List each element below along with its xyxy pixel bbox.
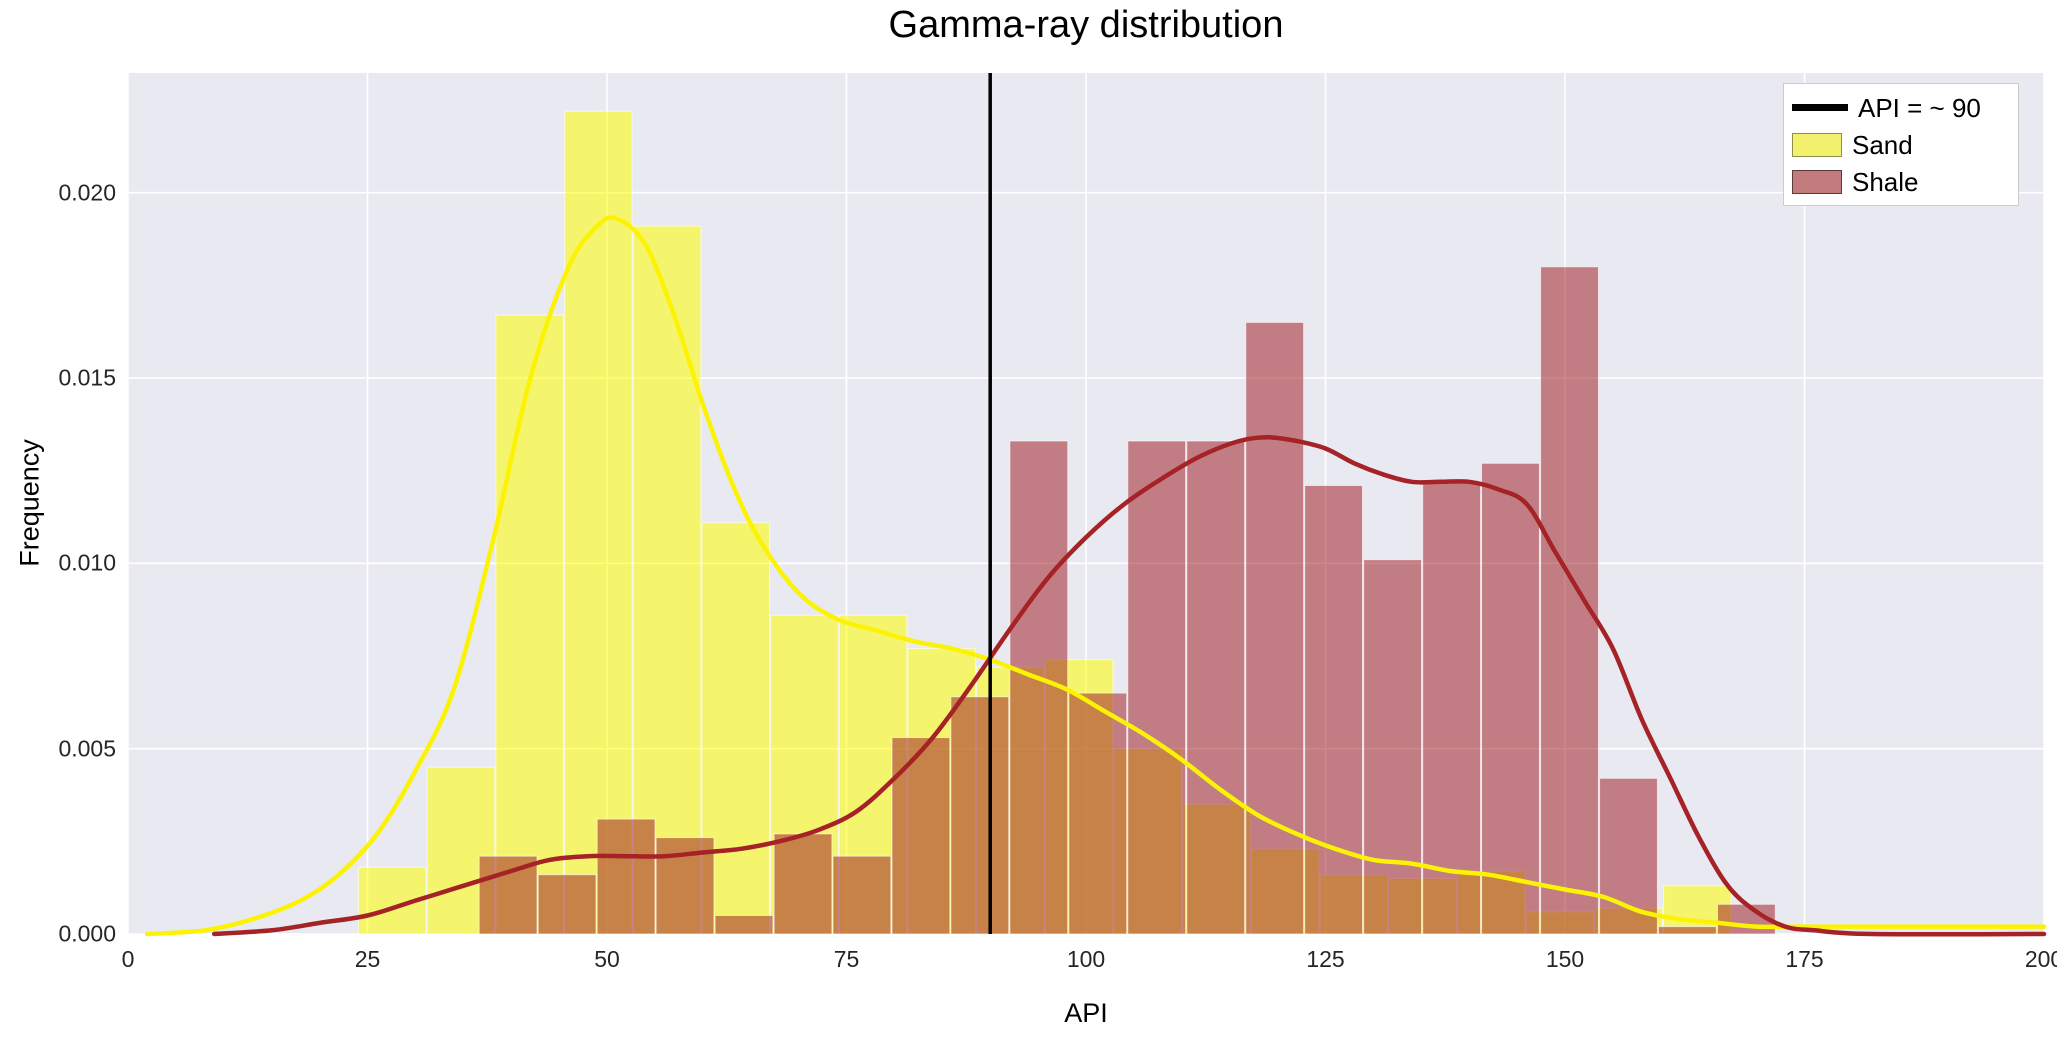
legend-sand-swatch (1792, 132, 1842, 157)
y-tick-label: 0.000 (58, 920, 116, 947)
shale-bar (1127, 440, 1187, 935)
shale-bar (478, 855, 538, 935)
legend-label: API = ~ 90 (1858, 92, 1981, 123)
shale-bar (1186, 440, 1246, 935)
shale-bar (1304, 485, 1363, 935)
shale-bar (596, 818, 656, 935)
legend-label: Sand (1852, 129, 1913, 160)
legend-item-vline: API = ~ 90 (1792, 89, 2010, 126)
shale-bar (773, 833, 833, 935)
y-tick-label: 0.020 (58, 179, 116, 206)
shale-bar (714, 915, 774, 935)
shale-bar (1658, 926, 1717, 935)
shale-bar (832, 855, 892, 935)
shale-bar (1599, 777, 1658, 935)
shale-bar (1363, 559, 1422, 935)
shale-bar (1481, 462, 1540, 935)
sand-kde-curve (144, 215, 2047, 937)
legend-item-sand: Sand (1792, 126, 2010, 163)
y-tick-label: 0.015 (58, 364, 116, 391)
y-tick-label: 0.005 (58, 735, 116, 762)
x-axis-label: API (1064, 998, 1108, 1028)
x-tick-label: 25 (354, 946, 381, 972)
x-tick-label: 50 (594, 946, 620, 972)
legend-item-shale: Shale (1792, 163, 2010, 200)
sand-bar (495, 314, 564, 935)
shale-bar (1068, 692, 1128, 935)
legend-line-swatch (1792, 104, 1848, 111)
x-tick-label: 125 (1306, 946, 1345, 972)
shale-bar (891, 737, 951, 935)
x-tick-label: 100 (1066, 946, 1106, 972)
x-tick-label: 150 (1545, 946, 1585, 972)
x-tick-label: 175 (1785, 946, 1824, 972)
chart-title: Gamma-ray distribution (888, 4, 1284, 46)
shale-bar (1245, 321, 1305, 935)
legend-shale-swatch (1792, 169, 1842, 194)
x-tick-label: 75 (833, 946, 860, 972)
x-tick-label: 200 (2024, 946, 2057, 972)
shale-bar (1422, 481, 1481, 935)
shale-bar (950, 696, 1010, 935)
x-tick-label: 0 (121, 946, 135, 972)
y-tick-label: 0.010 (58, 549, 116, 576)
shale-bar (1540, 266, 1599, 935)
legend-label: Shale (1852, 166, 1919, 197)
y-axis-label: Frequency (14, 439, 45, 567)
shale-bar (537, 874, 597, 935)
shale-kde-curve (211, 435, 2047, 937)
sand-bar (564, 110, 633, 935)
legend: API = ~ 90 Sand Shale (1783, 83, 2019, 206)
sand-bar (632, 225, 702, 935)
